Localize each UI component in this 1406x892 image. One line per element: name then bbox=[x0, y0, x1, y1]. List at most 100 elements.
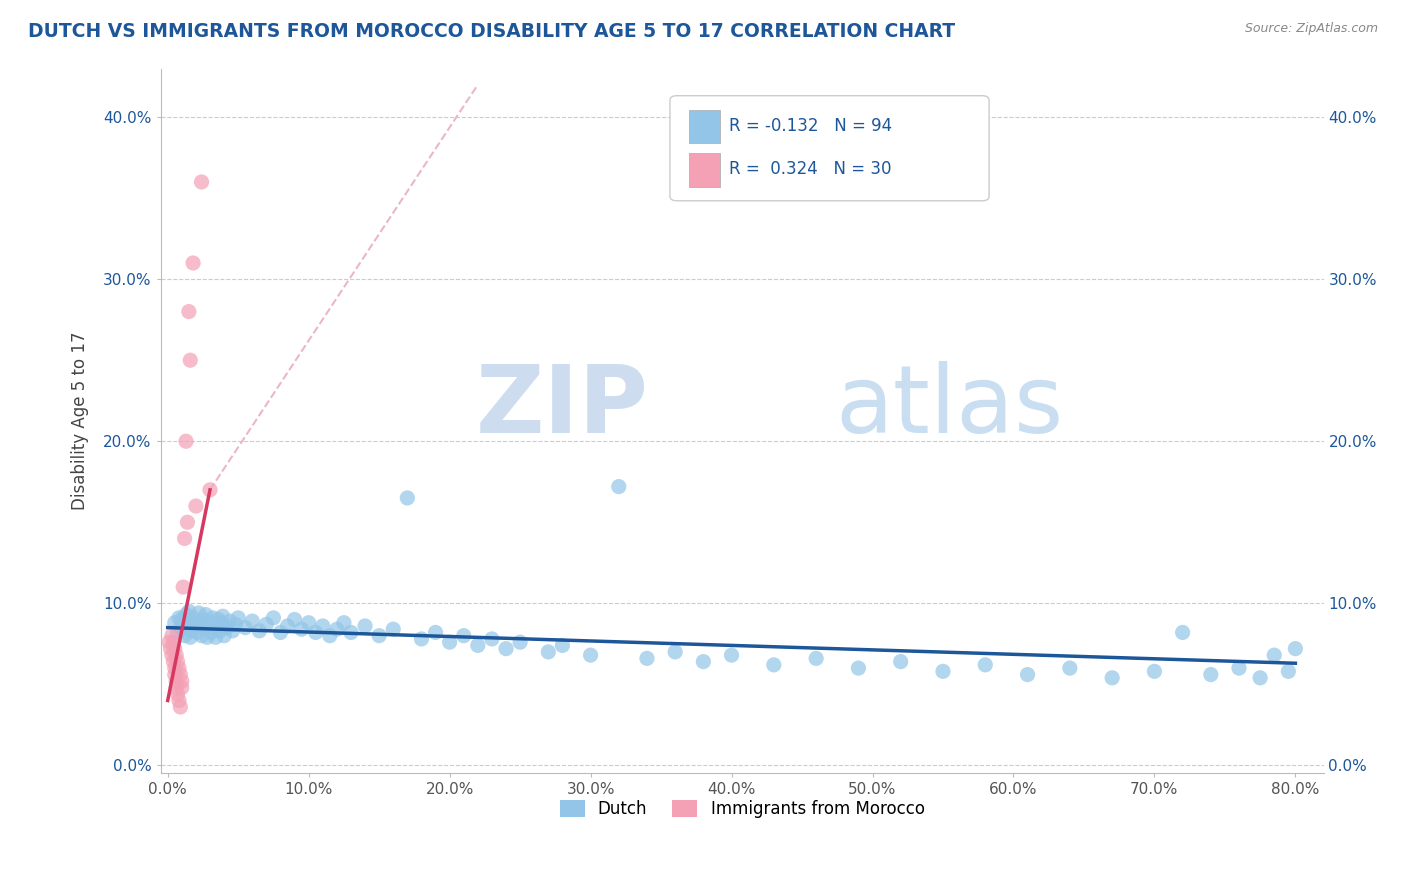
Point bbox=[181, 256, 204, 270]
Point bbox=[226, 611, 249, 625]
Point bbox=[201, 611, 224, 625]
Point bbox=[191, 612, 214, 626]
Point bbox=[848, 661, 870, 675]
Point bbox=[890, 655, 912, 669]
Point bbox=[382, 622, 405, 636]
Text: DUTCH VS IMMIGRANTS FROM MOROCCO DISABILITY AGE 5 TO 17 CORRELATION CHART: DUTCH VS IMMIGRANTS FROM MOROCCO DISABIL… bbox=[28, 22, 955, 41]
Point bbox=[254, 617, 277, 632]
Point bbox=[636, 651, 658, 665]
Text: R =  0.324   N = 30: R = 0.324 N = 30 bbox=[728, 161, 891, 178]
Point bbox=[319, 629, 342, 643]
Point bbox=[194, 607, 217, 622]
Point bbox=[218, 614, 240, 628]
Point bbox=[195, 630, 218, 644]
Point bbox=[333, 615, 356, 630]
Point bbox=[169, 700, 191, 714]
Point bbox=[179, 353, 201, 368]
Point bbox=[197, 619, 219, 633]
Point bbox=[159, 641, 181, 656]
Point bbox=[326, 622, 349, 636]
Point bbox=[284, 612, 307, 626]
Point bbox=[298, 615, 321, 630]
Point bbox=[481, 632, 503, 646]
Point bbox=[157, 635, 180, 649]
Point bbox=[368, 629, 391, 643]
Y-axis label: Disability Age 5 to 17: Disability Age 5 to 17 bbox=[72, 332, 89, 510]
Point bbox=[215, 621, 238, 635]
Point bbox=[291, 622, 314, 636]
Point bbox=[664, 645, 686, 659]
Point bbox=[411, 632, 433, 646]
Point bbox=[167, 661, 190, 675]
Point bbox=[186, 625, 208, 640]
Point bbox=[804, 651, 827, 665]
Point bbox=[207, 612, 229, 626]
Point bbox=[174, 607, 197, 622]
Point bbox=[467, 639, 489, 653]
Point bbox=[1017, 667, 1039, 681]
Point bbox=[183, 619, 205, 633]
Point bbox=[169, 621, 191, 635]
Point bbox=[163, 641, 186, 656]
Text: Source: ZipAtlas.com: Source: ZipAtlas.com bbox=[1244, 22, 1378, 36]
Point bbox=[188, 617, 211, 632]
Point bbox=[167, 611, 190, 625]
Point bbox=[166, 625, 188, 640]
Point bbox=[439, 635, 461, 649]
Point bbox=[163, 615, 186, 630]
Point bbox=[177, 604, 200, 618]
Point bbox=[425, 625, 447, 640]
Point bbox=[190, 175, 212, 189]
Point bbox=[1101, 671, 1123, 685]
Point bbox=[537, 645, 560, 659]
Point bbox=[184, 615, 207, 630]
Point bbox=[396, 491, 419, 505]
Point bbox=[453, 629, 475, 643]
Point bbox=[1143, 665, 1166, 679]
Point bbox=[165, 648, 187, 662]
Point bbox=[165, 674, 187, 689]
Point bbox=[221, 624, 243, 638]
Point bbox=[720, 648, 742, 662]
Point bbox=[224, 617, 246, 632]
Point bbox=[190, 629, 212, 643]
Point bbox=[233, 621, 256, 635]
Point bbox=[762, 657, 785, 672]
Point bbox=[354, 619, 377, 633]
Point bbox=[1059, 661, 1081, 675]
Point bbox=[187, 606, 209, 620]
Point bbox=[173, 532, 195, 546]
Point bbox=[692, 655, 714, 669]
Point bbox=[181, 611, 204, 625]
Text: atlas: atlas bbox=[835, 361, 1063, 453]
Point bbox=[247, 624, 270, 638]
Point bbox=[551, 639, 574, 653]
Point bbox=[167, 693, 190, 707]
Point bbox=[262, 611, 284, 625]
Point bbox=[177, 614, 200, 628]
Point bbox=[240, 614, 263, 628]
Point bbox=[170, 681, 193, 695]
Point bbox=[166, 687, 188, 701]
Point bbox=[276, 619, 298, 633]
Point bbox=[211, 609, 233, 624]
Point bbox=[1249, 671, 1271, 685]
Point bbox=[205, 619, 228, 633]
Point bbox=[163, 667, 186, 681]
Point bbox=[312, 619, 335, 633]
Point bbox=[495, 641, 517, 656]
Legend: Dutch, Immigrants from Morocco: Dutch, Immigrants from Morocco bbox=[553, 794, 931, 825]
Point bbox=[163, 661, 186, 675]
Point bbox=[162, 655, 184, 669]
Point bbox=[170, 674, 193, 689]
Point bbox=[269, 625, 291, 640]
Point bbox=[172, 580, 194, 594]
Point bbox=[340, 625, 363, 640]
Point bbox=[177, 304, 200, 318]
Point bbox=[1277, 665, 1299, 679]
Point bbox=[160, 629, 183, 643]
Point bbox=[202, 621, 225, 635]
Point bbox=[162, 635, 184, 649]
Point bbox=[209, 615, 232, 630]
Point bbox=[509, 635, 531, 649]
